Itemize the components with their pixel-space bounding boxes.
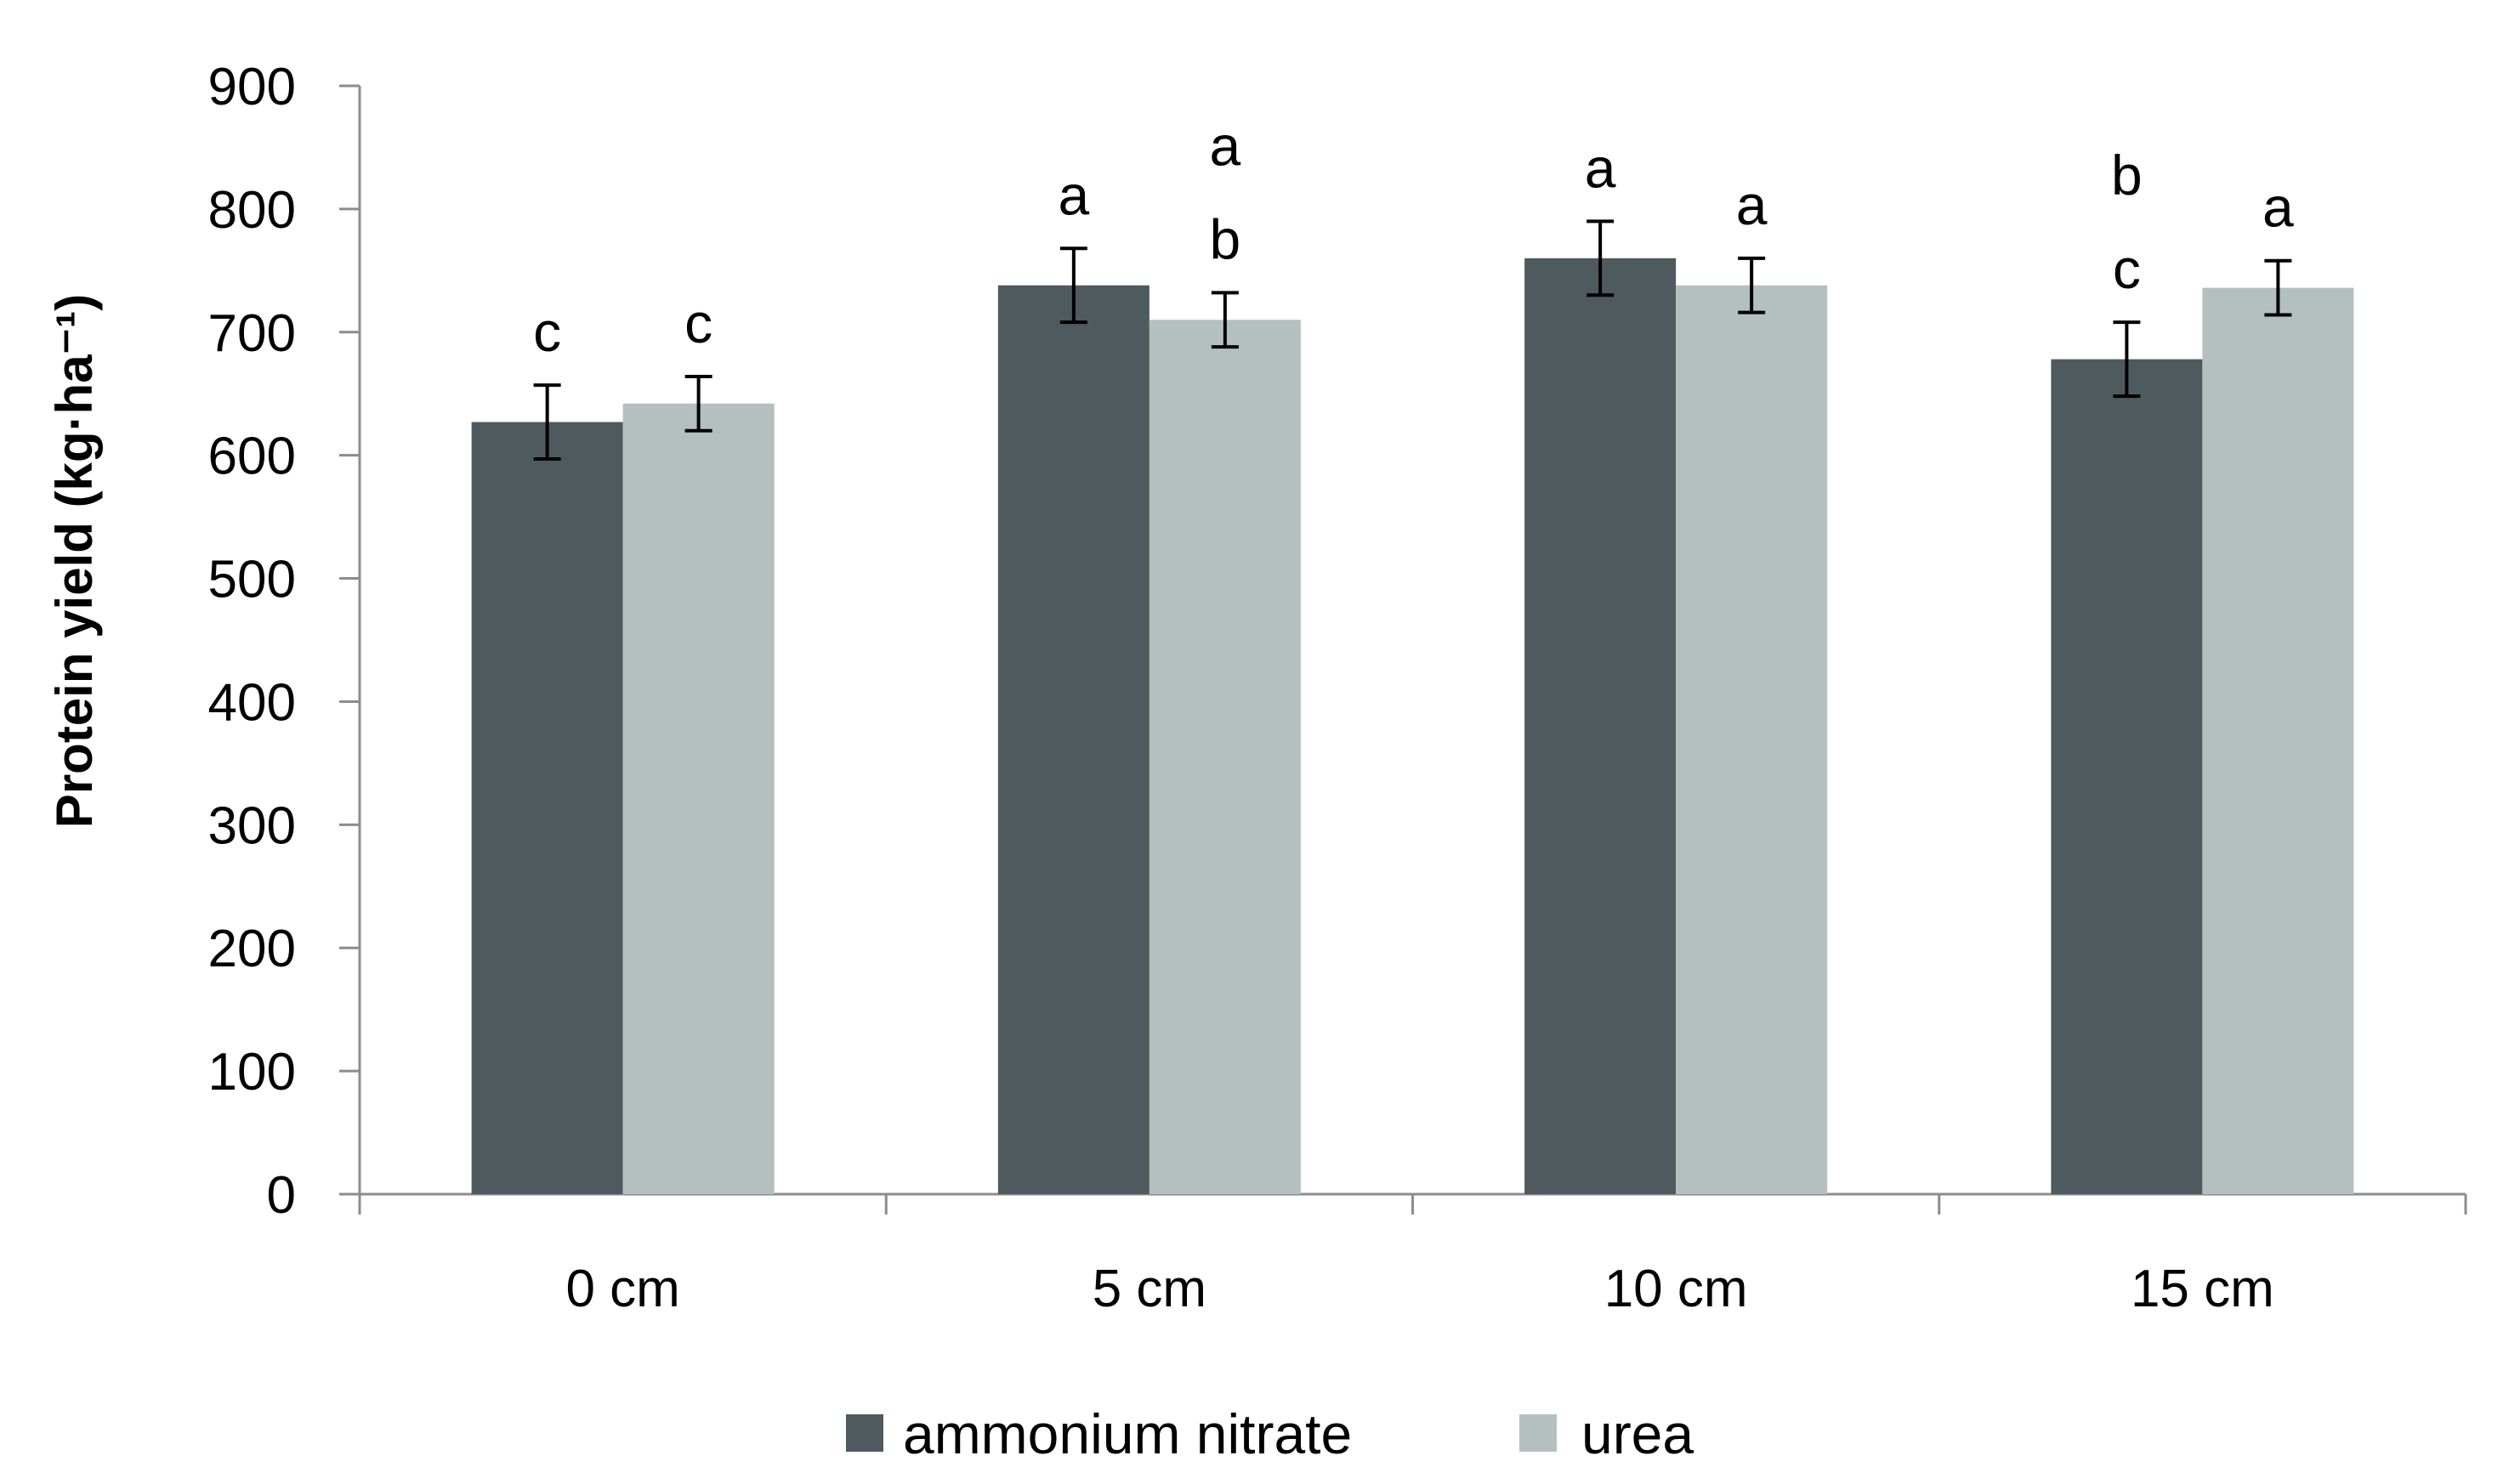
bars-group: [471, 258, 2354, 1195]
significance-letter: c: [533, 300, 561, 363]
bar: [1524, 258, 1677, 1194]
y-tick-label: 600: [208, 428, 296, 486]
legend-swatch: [1519, 1414, 1557, 1452]
legend: ammonium nitrate urea: [846, 1402, 1694, 1465]
y-tick-label: 700: [208, 304, 296, 363]
bar: [2051, 359, 2203, 1194]
significance-letter: a: [1210, 114, 1241, 177]
legend-label: ammonium nitrate: [903, 1402, 1352, 1465]
x-tick-label: 10 cm: [1604, 1260, 1748, 1318]
significance-letter: a: [1059, 163, 1090, 226]
bar: [2202, 287, 2354, 1194]
chart-axes: 0 100 200 300 400 500 600 700 800 900 0 cm 5 cm 10 c…: [208, 58, 2467, 1318]
y-tick-label: 200: [208, 920, 296, 978]
y-tick-label: 0: [267, 1166, 296, 1225]
y-tick-label: 100: [208, 1043, 296, 1102]
bar: [1149, 320, 1301, 1195]
significance-letter: a: [2262, 176, 2294, 239]
y-tick-label: 800: [208, 181, 296, 240]
bar: [622, 403, 775, 1194]
significance-letter: c: [684, 292, 712, 354]
y-tick-label: 400: [208, 673, 296, 732]
significance-letter: b: [2111, 144, 2143, 207]
error-bars-group: [533, 219, 2292, 462]
y-axis-title: Protein yield (kg·ha⁻¹): [46, 294, 103, 828]
significance-letter: b: [1210, 207, 1241, 270]
bar: [471, 422, 623, 1195]
legend-label: urea: [1581, 1402, 1694, 1465]
significance-letter: a: [1585, 136, 1616, 199]
bar: [1676, 285, 1828, 1195]
x-tick-label: 5 cm: [1093, 1260, 1206, 1318]
legend-swatch: [846, 1414, 883, 1452]
x-tick-label: 0 cm: [565, 1260, 679, 1318]
significance-letter: c: [2113, 237, 2141, 300]
y-axis-label: Protein yield (kg·ha⁻¹): [46, 294, 103, 828]
significance-letter: a: [1736, 173, 1768, 236]
y-tick-label: 300: [208, 796, 296, 855]
bar: [997, 285, 1149, 1195]
y-tick-label: 500: [208, 551, 296, 609]
x-tick-label: 15 cm: [2131, 1260, 2274, 1318]
y-tick-label: 900: [208, 58, 296, 116]
